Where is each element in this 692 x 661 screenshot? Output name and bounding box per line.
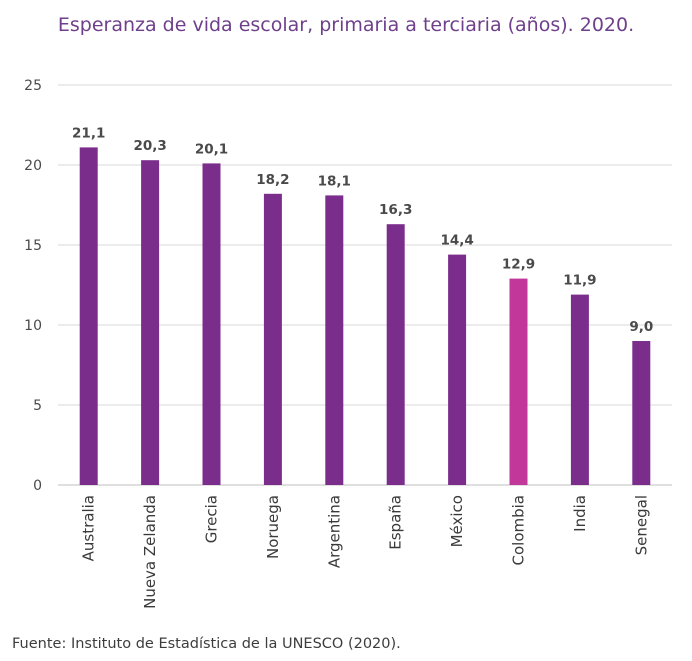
category-label: España <box>387 495 405 550</box>
bar <box>263 193 282 486</box>
data-label: 16,3 <box>379 202 412 218</box>
bar <box>386 224 405 485</box>
source-note: Fuente: Instituto de Estadística de la U… <box>12 636 401 652</box>
category-labels: Australia Nueva Zelanda Grecia Noruega Argen… <box>80 495 651 609</box>
category-label: México <box>448 495 466 547</box>
data-label: 18,1 <box>318 173 351 189</box>
bar <box>325 195 344 485</box>
category-label: Argentina <box>325 495 343 568</box>
bar <box>632 341 651 485</box>
category-label: Noruega <box>264 495 282 559</box>
data-label: 18,2 <box>256 172 289 188</box>
category-label: Grecia <box>203 495 221 543</box>
data-label: 14,4 <box>440 233 473 249</box>
chart-title: Esperanza de vida escolar, primaria a te… <box>57 14 635 36</box>
data-label: 11,9 <box>563 273 596 289</box>
category-label: Senegal <box>632 495 650 555</box>
data-label: 20,1 <box>195 141 228 157</box>
bar <box>141 160 160 485</box>
bar <box>448 254 467 485</box>
bar <box>79 147 98 485</box>
bar <box>202 163 221 485</box>
bar <box>570 294 589 485</box>
gridlines <box>58 84 672 486</box>
y-tick-label: 0 <box>33 478 42 494</box>
data-label: 12,9 <box>502 257 535 273</box>
data-label: 21,1 <box>72 125 105 141</box>
category-label: Australia <box>80 495 98 561</box>
y-tick-label: 20 <box>24 158 42 174</box>
bar <box>509 278 528 485</box>
y-tick-label: 10 <box>24 318 42 334</box>
y-tick-label: 15 <box>24 238 42 254</box>
y-axis-ticks: 0 5 10 15 20 25 <box>24 78 42 494</box>
data-label: 9,0 <box>629 319 653 335</box>
category-label: India <box>571 495 589 532</box>
y-tick-label: 5 <box>33 398 42 414</box>
category-label: Colombia <box>510 495 528 566</box>
data-label: 20,3 <box>133 138 166 154</box>
category-label: Nueva Zelanda <box>141 495 159 609</box>
bars <box>79 147 651 486</box>
data-labels: 21,1 20,3 20,1 18,2 18,1 16,3 14,4 12,9 11,9 9,0 <box>72 125 653 335</box>
y-tick-label: 25 <box>24 78 42 94</box>
